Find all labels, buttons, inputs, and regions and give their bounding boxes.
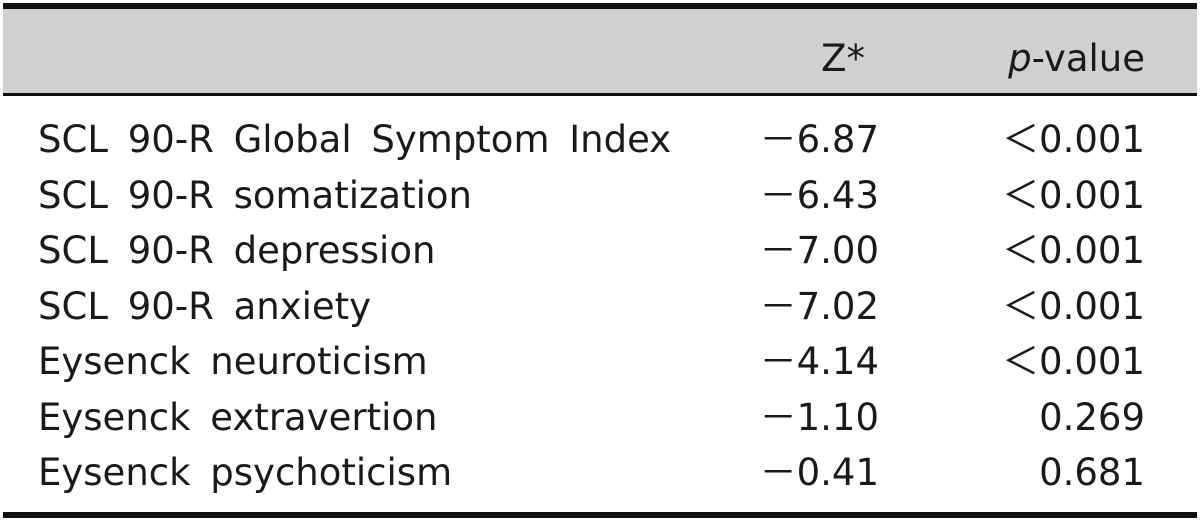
header-p-italic: p: [1008, 37, 1032, 80]
table-row: SCL 90-R somatization －6.43 ＜0.001: [3, 168, 1197, 224]
row-p-value: ＜0.001: [1002, 229, 1145, 272]
row-z: －0.41: [759, 451, 879, 494]
table-row: SCL 90-R depression －7.00 ＜0.001: [3, 223, 1197, 279]
header-p-value: p-value: [1008, 33, 1145, 85]
row-label: Eysenck psychoticism: [38, 451, 453, 494]
row-label: SCL 90-R depression: [38, 229, 436, 272]
row-p-value: ＜0.001: [1002, 284, 1145, 328]
row-z: －6.87: [759, 118, 879, 161]
row-label: SCL 90-R Global Symptom Index: [38, 118, 672, 161]
header-p-rest: -value: [1031, 37, 1145, 80]
table-row: SCL 90-R Global Symptom Index －6.87 ＜0.0…: [3, 112, 1197, 168]
row-label: Eysenck extravertion: [38, 395, 438, 439]
row-p-value: 0.681: [1039, 451, 1145, 494]
row-z: －7.00: [759, 229, 879, 272]
results-table: Z* p-value SCL 90-R Global Symptom Index…: [3, 0, 1197, 521]
table-row: Eysenck psychoticism －0.41 0.681: [3, 445, 1197, 501]
row-p-value: ＜0.001: [1002, 173, 1145, 217]
row-p-value: ＜0.001: [1002, 118, 1145, 161]
table-top-rule: [3, 3, 1197, 9]
row-z: －1.10: [759, 395, 879, 439]
row-z: －7.02: [759, 284, 879, 328]
table-row: SCL 90-R anxiety －7.02 ＜0.001: [3, 279, 1197, 335]
row-z: －4.14: [759, 340, 879, 383]
header-z: Z*: [821, 37, 865, 80]
table-row: Eysenck neuroticism －4.14 ＜0.001: [3, 334, 1197, 390]
table-body: SCL 90-R Global Symptom Index －6.87 ＜0.0…: [3, 112, 1197, 501]
row-label: SCL 90-R anxiety: [38, 284, 372, 328]
row-p-value: ＜0.001: [1002, 340, 1145, 383]
row-label: SCL 90-R somatization: [38, 173, 472, 217]
row-label: Eysenck neuroticism: [38, 340, 428, 383]
row-z: －6.43: [759, 173, 879, 217]
table-row: Eysenck extravertion －1.10 0.269: [3, 390, 1197, 446]
table-header: Z* p-value: [3, 9, 1197, 93]
row-p-value: 0.269: [1039, 395, 1145, 439]
table-bottom-rule: [3, 512, 1197, 518]
table-header-rule: [3, 93, 1197, 96]
